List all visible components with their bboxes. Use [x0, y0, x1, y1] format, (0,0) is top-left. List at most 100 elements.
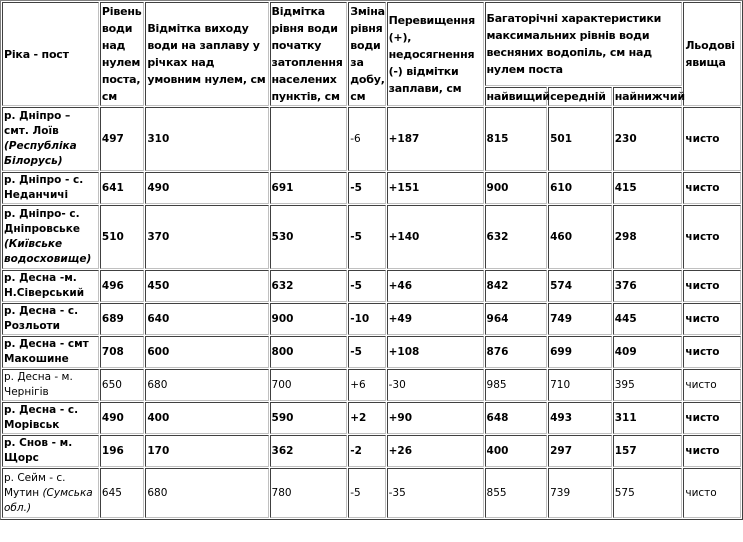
cell-river-post: р. Десна - смт Макошине	[2, 336, 99, 368]
cell-ice: чисто	[683, 402, 741, 434]
river-post-name: р. Дніпро - с. Неданчичі	[4, 174, 84, 201]
cell-excess: +26	[386, 435, 484, 467]
cell-highest: 855	[484, 468, 548, 518]
cell-average: 710	[548, 369, 612, 401]
cell-daily-change: -5	[348, 336, 386, 368]
river-post-note: (Республіка Білорусь)	[4, 140, 77, 167]
cell-flooding-start: 590	[269, 402, 348, 434]
cell-daily-change: +2	[348, 402, 386, 434]
cell-floodplain-exit: 170	[145, 435, 269, 467]
cell-average: 574	[548, 270, 612, 302]
cell-flooding-start: 780	[269, 468, 348, 518]
cell-lowest: 395	[612, 369, 683, 401]
cell-ice: чисто	[683, 172, 741, 204]
river-post-name: р. Дніпро – смт. Лоїв	[4, 110, 71, 137]
cell-average: 297	[548, 435, 612, 467]
header-row: Ріка - пост Рівень води над нулем поста,…	[2, 2, 741, 106]
cell-average: 749	[548, 303, 612, 335]
cell-ice: чисто	[683, 205, 741, 269]
cell-daily-change: -2	[348, 435, 386, 467]
cell-river-post: р. Дніпро - с. Неданчичі	[2, 172, 99, 204]
cell-flooding-start: 530	[269, 205, 348, 269]
cell-highest: 648	[484, 402, 548, 434]
header-lowest: найнижчий	[612, 86, 685, 106]
header-daily-change: Зміна рівня води за добу, см	[348, 2, 386, 106]
header-level: Рівень води над нулем поста, см	[99, 2, 145, 106]
cell-river-post: р. Снов - м. Щорс	[2, 435, 99, 467]
cell-ice: чисто	[683, 107, 741, 171]
cell-level: 650	[99, 369, 145, 401]
header-average: середній	[548, 86, 612, 106]
table-row: р. Сейм - с. Мутин (Сумська обл.) 645 680 7…	[2, 468, 741, 518]
cell-lowest: 157	[612, 435, 683, 467]
cell-lowest: 376	[612, 270, 683, 302]
cell-level: 196	[99, 435, 145, 467]
cell-level: 490	[99, 402, 145, 434]
subheader-row: найвищий середній найнижчий	[2, 86, 741, 106]
river-post-note: (Сумська обл.)	[4, 486, 93, 514]
river-post-name: р. Десна -м. Н.Сіверський	[4, 272, 85, 299]
cell-excess: +151	[386, 172, 484, 204]
cell-daily-change: -5	[348, 270, 386, 302]
cell-floodplain-exit: 450	[145, 270, 269, 302]
header-highest: найвищий	[484, 86, 550, 106]
table-row: р. Дніпро- с. Дніпровське (Київське водо…	[2, 205, 741, 269]
cell-level: 497	[99, 107, 145, 171]
cell-floodplain-exit: 490	[145, 172, 269, 204]
cell-highest: 400	[484, 435, 548, 467]
cell-excess: -35	[386, 468, 484, 518]
cell-river-post: р. Десна -м. Н.Сіверський	[2, 270, 99, 302]
cell-excess: +140	[386, 205, 484, 269]
river-post-note: (Київське водосховище)	[4, 238, 92, 265]
water-levels-table: Ріка - пост Рівень води над нулем поста,…	[0, 0, 743, 520]
cell-daily-change: -5	[348, 205, 386, 269]
table-row: р. Десна -м. Н.Сіверський 496 450 632 -5 +46 8…	[2, 270, 741, 302]
cell-lowest: 575	[612, 468, 683, 518]
cell-excess: +46	[386, 270, 484, 302]
cell-average: 739	[548, 468, 612, 518]
cell-floodplain-exit: 600	[145, 336, 269, 368]
cell-lowest: 311	[612, 402, 683, 434]
cell-lowest: 298	[612, 205, 683, 269]
cell-river-post: р. Десна - с. Розльоти	[2, 303, 99, 335]
cell-ice: чисто	[683, 336, 741, 368]
cell-daily-change: -6	[348, 107, 386, 171]
cell-floodplain-exit: 400	[145, 402, 269, 434]
river-post-name: р. Дніпро- с. Дніпровське	[4, 208, 80, 235]
river-post-name: р. Десна - смт Макошине	[4, 338, 89, 365]
river-post-name: р. Десна - м. Чернігів	[4, 371, 73, 398]
header-river-post: Ріка - пост	[2, 2, 99, 106]
cell-flooding-start: 691	[269, 172, 348, 204]
cell-level: 645	[99, 468, 145, 518]
cell-lowest: 445	[612, 303, 683, 335]
header-floodplain-exit: Відмітка виходу води на заплаву у річках…	[145, 2, 269, 106]
cell-daily-change: -5	[348, 172, 386, 204]
cell-level: 510	[99, 205, 145, 269]
cell-highest: 985	[484, 369, 548, 401]
cell-flooding-start: 900	[269, 303, 348, 335]
table-row: р. Дніпро - с. Неданчичі 641 490 691 -5 +151 9…	[2, 172, 741, 204]
river-post-name: р. Десна - с. Розльоти	[4, 305, 79, 332]
table-row: р. Снов - м. Щорс 196 170 362 -2 +26 400 297 157…	[2, 435, 741, 467]
cell-ice: чисто	[683, 468, 741, 518]
cell-level: 496	[99, 270, 145, 302]
cell-average: 460	[548, 205, 612, 269]
cell-level: 689	[99, 303, 145, 335]
river-post-name: р. Десна - с. Морівськ	[4, 404, 79, 431]
cell-flooding-start	[269, 107, 348, 171]
cell-level: 708	[99, 336, 145, 368]
cell-river-post: р. Дніпро- с. Дніпровське (Київське водо…	[2, 205, 99, 269]
cell-highest: 632	[484, 205, 548, 269]
cell-daily-change: -5	[348, 468, 386, 518]
cell-level: 641	[99, 172, 145, 204]
cell-ice: чисто	[683, 369, 741, 401]
cell-floodplain-exit: 680	[145, 369, 269, 401]
header-ice: Льодові явища	[683, 2, 741, 106]
cell-lowest: 415	[612, 172, 683, 204]
table-row: р. Десна - с. Морівськ 490 400 590 +2 +90 648 4…	[2, 402, 741, 434]
cell-excess: +187	[386, 107, 484, 171]
cell-floodplain-exit: 640	[145, 303, 269, 335]
header-excess: Перевищення (+), недосягнення (-) відміт…	[386, 2, 484, 106]
cell-river-post: р. Сейм - с. Мутин (Сумська обл.)	[2, 468, 99, 518]
cell-river-post: р. Десна - м. Чернігів	[2, 369, 99, 401]
